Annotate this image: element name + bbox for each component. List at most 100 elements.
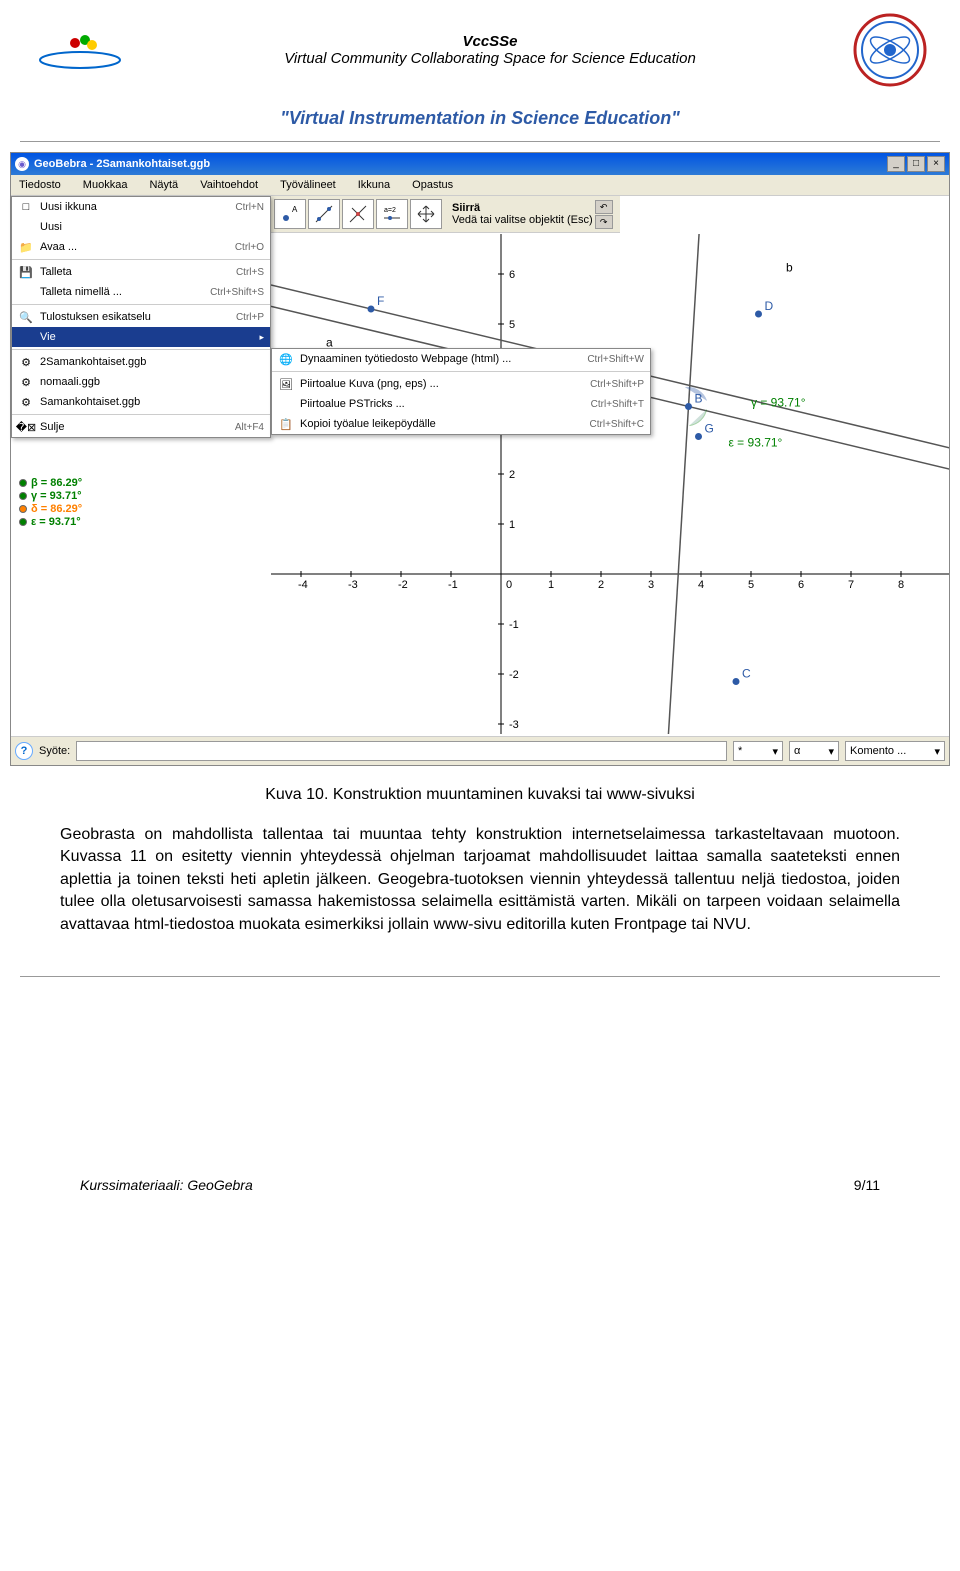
title-bar[interactable]: ◉ GeoBebra - 2Samankohtaiset.ggb _ □ × [11,153,949,175]
menu-item-icon: ⚙ [18,355,34,369]
svg-text:G: G [705,422,714,436]
value-dot-icon [19,518,27,526]
page-footer: Kurssimateriaali: GeoGebra 9/11 [20,976,940,1213]
symbol-select[interactable]: α▾ [789,741,839,761]
menu-item-label: Vie [40,331,253,343]
menu-item-label: Uusi ikkuna [40,201,229,213]
svg-text:-4: -4 [298,579,308,591]
footer-right: 9/11 [854,1177,880,1193]
svg-text:6: 6 [509,269,515,281]
tool-line[interactable] [308,199,340,229]
toolbar: A a=2 Siirrä Vedä tai valitse objektit (… [271,196,620,233]
svg-text:1: 1 [509,519,515,531]
menu-item-uusi-ikkuna[interactable]: □Uusi ikkunaCtrl+N [12,197,270,217]
menu-ikkuna[interactable]: Ikkuna [354,177,394,193]
svg-text:b: b [786,261,793,275]
menu-separator [272,371,650,372]
menu-item-label: Talleta [40,266,230,278]
menu-tiedosto[interactable]: Tiedosto [15,177,65,193]
menu-muokkaa[interactable]: Muokkaa [79,177,132,193]
menu-item-shortcut: Ctrl+S [236,267,264,278]
value-β[interactable]: β = 86.29° [19,477,82,489]
menu-item-shortcut: Ctrl+N [235,202,264,213]
menu-item-piirtoalue-kuva-png-eps-[interactable]: 🖼Piirtoalue Kuva (png, eps) ...Ctrl+Shif… [272,374,650,394]
menu-item-sulje[interactable]: �⊠SuljeAlt+F4 [12,417,270,437]
menu-opastus[interactable]: Opastus [408,177,457,193]
tool-point[interactable]: A [274,199,306,229]
svg-text:6: 6 [798,579,804,591]
value-text: β = 86.29° [31,477,82,489]
input-bar: ? Syöte: *▾ α▾ Komento ...▾ [11,736,949,765]
help-icon[interactable]: ? [15,742,33,760]
menu-item-icon: 💾 [18,265,34,279]
file-menu-dropdown[interactable]: □Uusi ikkunaCtrl+NUusi📁Avaa ...Ctrl+O💾Ta… [11,196,271,438]
svg-text:γ = 93.71°: γ = 93.71° [751,396,806,410]
menu-item-uusi[interactable]: Uusi [12,217,270,237]
tool-move[interactable] [410,199,442,229]
svg-text:-2: -2 [398,579,408,591]
maximize-button[interactable]: □ [907,156,925,172]
operator-select[interactable]: *▾ [733,741,783,761]
export-submenu[interactable]: 🌐 Dynaaminen työtiedosto Webpage (html) .… [271,348,651,435]
menu-item-label: Piirtoalue Kuva (png, eps) ... [300,378,584,390]
undo-button[interactable]: ↶ [595,200,613,214]
command-input[interactable] [76,741,727,761]
menu-item-label: Sulje [40,421,229,433]
input-label: Syöte: [39,745,70,757]
menu-item-shortcut: Ctrl+O [235,242,264,253]
menu-item-icon: ⚙ [18,395,34,409]
page-header: VccSSe Virtual Community Collaborating S… [0,0,960,100]
svg-text:8: 8 [898,579,904,591]
menu-työvälineet[interactable]: Työvälineet [276,177,340,193]
menu-item-samankohtaiset-ggb[interactable]: ⚙Samankohtaiset.ggb [12,392,270,412]
redo-button[interactable]: ↷ [595,215,613,229]
menu-item-label: Uusi [40,221,258,233]
menu-item-icon: 🖼 [278,377,294,391]
svg-text:-3: -3 [509,719,519,731]
menu-item-nomaali-ggb[interactable]: ⚙nomaali.ggb [12,372,270,392]
svg-text:A: A [292,205,298,214]
menu-vaihtoehdot[interactable]: Vaihtoehdot [196,177,262,193]
command-select[interactable]: Komento ...▾ [845,741,945,761]
svg-text:4: 4 [698,579,704,591]
menu-item-label: Dynaaminen työtiedosto Webpage (html) ..… [300,353,581,365]
value-ε[interactable]: ε = 93.71° [19,516,82,528]
menu-item-talleta[interactable]: 💾 Talleta Ctrl+S [12,262,270,282]
svg-text:B: B [695,392,703,406]
tool-perpendicular[interactable] [342,199,374,229]
menu-item-kopioi-ty-alue-leikep-yd-lle[interactable]: 📋Kopioi työalue leikepöydälleCtrl+Shift+… [272,414,650,434]
svg-text:2: 2 [598,579,604,591]
menu-item-talleta-nimell-[interactable]: Talleta nimellä ...Ctrl+Shift+S [12,282,270,302]
svg-text:5: 5 [748,579,754,591]
value-γ[interactable]: γ = 93.71° [19,490,82,502]
menu-item-icon [18,285,34,299]
menu-item-dynaaminen-ty-tiedosto-webpage-html-[interactable]: 🌐 Dynaaminen työtiedosto Webpage (html) .… [272,349,650,369]
svg-text:-1: -1 [509,619,519,631]
minimize-button[interactable]: _ [887,156,905,172]
menu-separator [12,259,270,260]
close-button[interactable]: × [927,156,945,172]
menu-item-icon [18,330,34,344]
header-title1: VccSSe [284,33,696,50]
svg-text:-2: -2 [509,669,519,681]
svg-text:5: 5 [509,319,515,331]
menu-item-tulostuksen-esikatselu[interactable]: 🔍Tulostuksen esikatseluCtrl+P [12,307,270,327]
menu-item-icon: 🔍 [18,310,34,324]
menu-item-icon: 🌐 [278,352,294,366]
canvas-area[interactable]: -4-3-2-1012345678-3-2-1123456FDBGCabγ = … [271,234,949,736]
menu-item-piirtoalue-pstricks-[interactable]: Piirtoalue PSTricks ...Ctrl+Shift+T [272,394,650,414]
value-dot-icon [19,492,27,500]
menu-item-2samankohtaiset-ggb[interactable]: ⚙2Samankohtaiset.ggb [12,352,270,372]
tool-hint: Siirrä Vedä tai valitse objektit (Esc) [452,202,593,226]
tool-slider[interactable]: a=2 [376,199,408,229]
menu-item-vie[interactable]: Vie▸ [12,327,270,347]
menu-separator [12,304,270,305]
value-δ[interactable]: δ = 86.29° [19,503,82,515]
menu-näytä[interactable]: Näytä [145,177,182,193]
svg-text:0: 0 [506,579,512,591]
value-dot-icon [19,479,27,487]
app-body: □Uusi ikkunaCtrl+NUusi📁Avaa ...Ctrl+O💾Ta… [11,196,949,736]
svg-text:-1: -1 [448,579,458,591]
svg-text:F: F [377,294,384,308]
menu-item-avaa-[interactable]: 📁Avaa ...Ctrl+O [12,237,270,257]
